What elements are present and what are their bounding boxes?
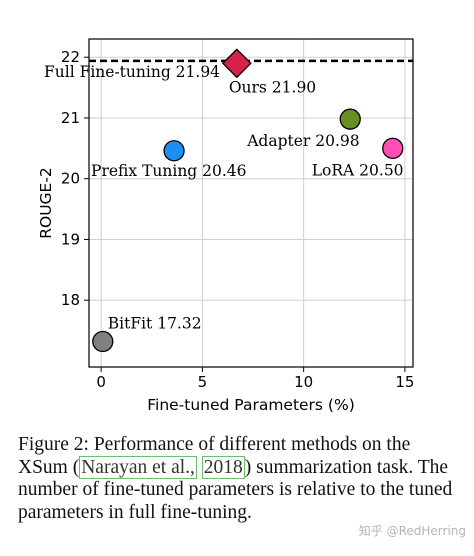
caption-suffix: ) summarization task. The number of fine…: [18, 456, 453, 523]
adapter-label: Adapter 20.98: [246, 132, 359, 150]
lora-marker: [382, 137, 404, 159]
prefix-tuning-marker: [163, 140, 185, 162]
ours-label: Ours 21.90: [229, 78, 316, 96]
plot-frame: [88, 38, 414, 368]
x-tick-label: 5: [198, 373, 208, 391]
bitfit-marker: [92, 330, 114, 353]
axis-ticks: 0 5 10 15 18 19 20 21 22: [61, 48, 415, 391]
watermark: 知乎 @RedHerring: [358, 524, 466, 538]
x-tick-label: 15: [395, 373, 414, 391]
bitfit-label: BitFit 17.32: [108, 314, 202, 332]
y-tick-label: 22: [61, 48, 80, 66]
x-tick-label: 10: [294, 373, 313, 391]
y-tick-label: 21: [61, 109, 80, 127]
prefix-tuning-label: Prefix Tuning 20.46: [91, 162, 246, 180]
lora-label: LoRA 20.50: [312, 161, 404, 179]
data-points: BitFit 17.32 Prefix Tuning 20.46 Ours 21.9…: [91, 48, 404, 353]
full-finetune-label: Full Fine-tuning 21.94: [44, 63, 220, 81]
grid-lines: [89, 39, 413, 367]
caption-prefix: Figure 2: Performance of different metho…: [18, 434, 411, 478]
citation-author[interactable]: Narayan et al.,: [79, 455, 197, 479]
y-tick-label: 18: [61, 291, 80, 309]
y-tick-label: 20: [61, 170, 80, 188]
reference-line-group: Full Fine-tuning 21.94: [44, 59, 413, 81]
y-axis-label: ROUGE-2: [37, 167, 55, 239]
x-tick-label: 0: [96, 373, 106, 391]
figure-caption: Figure 2: Performance of different metho…: [18, 434, 462, 524]
x-axis-label: Fine-tuned Parameters (%): [147, 396, 355, 414]
citation-year[interactable]: 2018: [201, 455, 245, 479]
scatter-chart: Full Fine-tuning 21.94 BitFit 17.32 Prefi…: [37, 38, 415, 414]
adapter-marker: [339, 108, 361, 130]
y-tick-label: 19: [61, 230, 80, 248]
ours-marker: [221, 48, 252, 79]
